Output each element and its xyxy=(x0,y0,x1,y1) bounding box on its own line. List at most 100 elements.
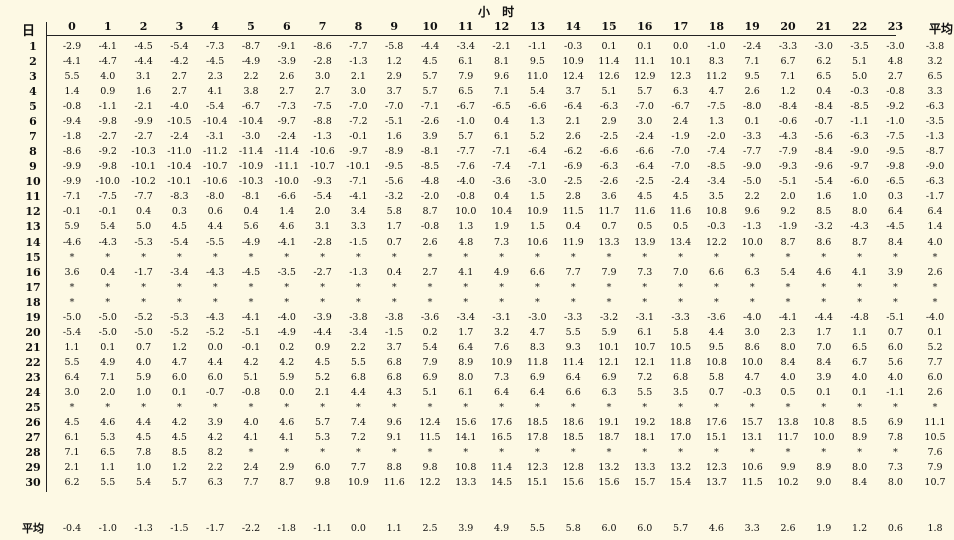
table-cell: 11.7 xyxy=(777,432,799,444)
table-cell: 4.4 xyxy=(708,326,724,338)
table-cell: * xyxy=(714,251,719,263)
table-cell: -0.1 xyxy=(62,206,82,218)
daily-average: 1.4 xyxy=(927,221,943,233)
table-cell: 7.6 xyxy=(494,341,510,353)
table-cell: 3.0 xyxy=(315,71,331,83)
table-cell: 9.8 xyxy=(422,462,438,474)
table-cell: * xyxy=(642,401,648,413)
table-cell: -5.2 xyxy=(170,326,189,338)
table-cell: -4.1 xyxy=(349,191,368,203)
table-cell: 11.4 xyxy=(491,462,513,474)
table-cell: 13.3 xyxy=(598,236,620,248)
hour-header: 21 xyxy=(816,20,832,33)
table-cell: 1.3 xyxy=(529,116,545,128)
table-cell: -4.9 xyxy=(241,236,261,248)
table-cell: 0.4 xyxy=(243,206,259,218)
table-cell: 5.7 xyxy=(315,417,331,428)
table-cell: 4.0 xyxy=(852,371,868,383)
table-cell: * xyxy=(141,251,146,263)
table-cell: -3.4 xyxy=(349,326,368,338)
table-cell: -6.6 xyxy=(277,191,296,203)
table-cell: -9.3 xyxy=(313,176,332,188)
table-cell: * xyxy=(642,281,648,293)
daily-average: 10.7 xyxy=(924,477,946,489)
table-cell: 1.0 xyxy=(136,386,152,398)
table-cell: -5.4 xyxy=(170,236,189,248)
table-cell: 2.0 xyxy=(780,191,796,203)
table-cell: 7.8 xyxy=(136,447,152,459)
table-cell: 8.5 xyxy=(852,417,868,428)
table-cell: 5.6 xyxy=(887,356,903,368)
table-cell: -8.5 xyxy=(850,101,869,113)
table-cell: 4.2 xyxy=(207,432,223,444)
table-cell: 5.0 xyxy=(852,71,868,83)
table-cell: -5.4 xyxy=(170,41,189,52)
table-cell: 8.7 xyxy=(852,236,868,248)
table-cell: 13.4 xyxy=(670,236,692,248)
table-cell: * xyxy=(177,401,182,413)
table-cell: 9.5 xyxy=(708,341,724,353)
table-cell: 13.8 xyxy=(777,417,799,428)
table-cell: * xyxy=(69,401,75,413)
table-cell: -2.5 xyxy=(635,176,654,188)
table-cell: -4.1 xyxy=(98,41,117,52)
table-cell: 12.2 xyxy=(419,477,441,489)
table-cell: -3.3 xyxy=(778,41,798,52)
table-cell: -7.3 xyxy=(277,101,296,113)
table-cell: 4.5 xyxy=(171,432,187,444)
table-cell: 6.5 xyxy=(100,447,116,459)
table-cell: -2.6 xyxy=(420,116,440,128)
table-cell: 5.0 xyxy=(136,221,152,233)
table-cell: -4.3 xyxy=(850,221,869,233)
table-cell: 0.5 xyxy=(780,386,796,398)
day-number: 12 xyxy=(25,205,41,219)
daily-average: -3.5 xyxy=(925,116,945,128)
table-cell: -1.0 xyxy=(886,116,905,128)
table-cell: 1.7 xyxy=(458,326,474,338)
table-cell: * xyxy=(535,296,540,308)
table-cell: -4.3 xyxy=(98,236,117,248)
table-cell: * xyxy=(570,447,576,459)
table-cell: 11.6 xyxy=(670,206,692,218)
table-cell: -11.1 xyxy=(274,161,299,173)
table-cell: 1.4 xyxy=(64,86,80,98)
table-cell: 6.3 xyxy=(601,386,617,398)
table-cell: -8.4 xyxy=(814,101,833,113)
table-cell: 10.4 xyxy=(491,206,513,218)
table-cell: 7.1 xyxy=(744,56,760,68)
table-cell: * xyxy=(212,281,218,293)
table-cell: 6.4 xyxy=(565,371,581,383)
table-cell: 5.9 xyxy=(136,371,152,383)
table-cell: -4.8 xyxy=(850,311,869,323)
table-cell: 11.6 xyxy=(634,206,656,218)
table-cell: 6.5 xyxy=(852,341,868,353)
table-cell: -5.8 xyxy=(385,41,404,52)
table-cell: -7.5 xyxy=(707,101,726,113)
table-cell: * xyxy=(499,296,504,308)
table-cell: * xyxy=(821,251,827,263)
hourly-average: 2.5 xyxy=(422,523,438,534)
table-cell: 1.5 xyxy=(529,221,545,233)
table-cell: -4.1 xyxy=(778,311,798,323)
table-cell: -7.1 xyxy=(492,146,511,158)
table-cell: 8.7 xyxy=(422,206,438,218)
table-cell: 11.5 xyxy=(419,432,441,444)
table-cell: -8.3 xyxy=(170,191,189,203)
hourly-average: 5.7 xyxy=(673,523,689,534)
hour-header: 8 xyxy=(354,20,363,33)
table-cell: -8.8 xyxy=(313,116,332,128)
table-cell: -3.8 xyxy=(349,311,368,323)
table-cell: -9.5 xyxy=(886,146,905,158)
table-cell: * xyxy=(248,296,254,308)
table-cell: 10.6 xyxy=(526,236,548,248)
table-cell: * xyxy=(284,251,290,263)
table-cell: -10.7 xyxy=(203,161,228,173)
table-cell: 10.6 xyxy=(741,462,763,474)
day-number: 16 xyxy=(25,265,41,279)
hourly-average: -1.7 xyxy=(206,523,225,534)
table-cell: 9.6 xyxy=(494,71,510,83)
table-cell: 15.1 xyxy=(705,432,727,444)
table-cell: 6.3 xyxy=(744,266,760,278)
table-cell: 5.4 xyxy=(100,221,116,233)
daily-average: 2.6 xyxy=(927,266,943,278)
